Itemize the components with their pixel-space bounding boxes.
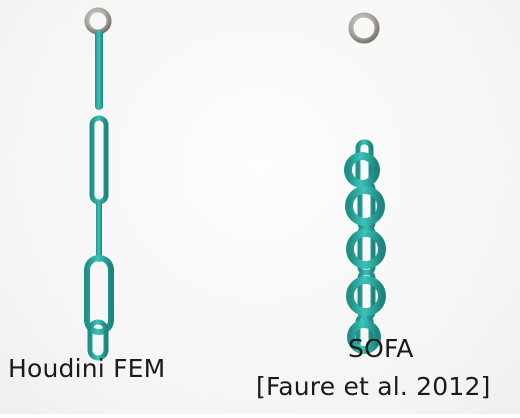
sofa-citation: [Faure et al. 2012] <box>256 372 491 401</box>
right-ring-2 <box>345 186 385 226</box>
right-ring-3 <box>346 229 386 269</box>
left-link-4 <box>84 255 114 335</box>
left-link-1 <box>95 30 103 110</box>
sofa-label: SOFA <box>348 334 414 363</box>
left-link-5 <box>87 319 109 361</box>
right-ring-5 <box>347 320 381 354</box>
houdini-fem-label: Houdini FEM <box>8 354 166 383</box>
sofa-chain <box>344 12 386 354</box>
right-ring-4 <box>346 276 386 316</box>
houdini-fem-chain <box>84 7 114 361</box>
left-link-3 <box>96 200 102 262</box>
left-link-2 <box>89 115 109 205</box>
right-ring-1 <box>344 152 380 188</box>
right-anchor-ring <box>348 12 380 44</box>
left-anchor-ring <box>84 7 112 35</box>
